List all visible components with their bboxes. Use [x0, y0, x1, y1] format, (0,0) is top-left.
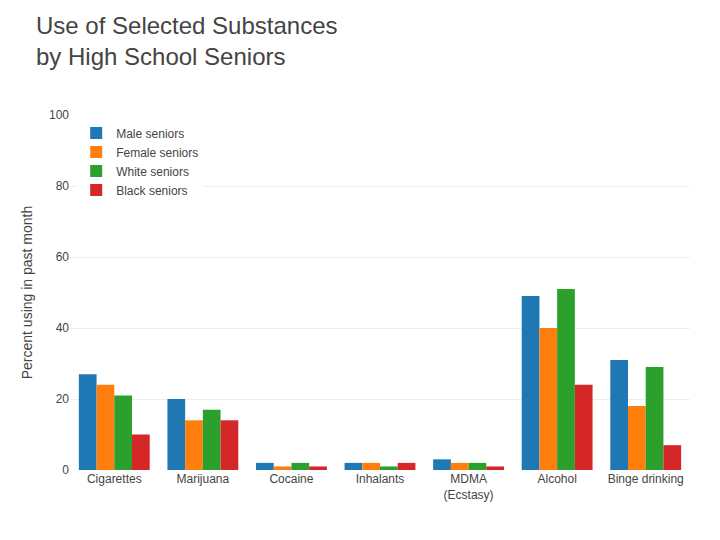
svg-text:Marijuana: Marijuana: [177, 472, 230, 486]
svg-text:Percent using in past month: Percent using in past month: [19, 206, 35, 380]
svg-text:Male seniors: Male seniors: [116, 127, 184, 141]
svg-text:White seniors: White seniors: [116, 165, 189, 179]
svg-text:Inhalants: Inhalants: [356, 472, 405, 486]
svg-text:Female seniors: Female seniors: [116, 146, 198, 160]
svg-text:100: 100: [49, 108, 69, 122]
svg-text:Black seniors: Black seniors: [116, 184, 187, 198]
svg-text:Use of Selected Substancesby H: Use of Selected Substancesby High School…: [36, 12, 338, 70]
svg-text:Alcohol: Alcohol: [537, 472, 576, 486]
svg-text:60: 60: [56, 250, 70, 264]
svg-text:40: 40: [56, 321, 70, 335]
svg-text:20: 20: [56, 392, 70, 406]
svg-text:80: 80: [56, 179, 70, 193]
svg-text:Binge drinking: Binge drinking: [608, 472, 684, 486]
svg-text:Cigarettes: Cigarettes: [87, 472, 142, 486]
svg-text:Cocaine: Cocaine: [269, 472, 313, 486]
svg-text:MDMA(Ecstasy): MDMA(Ecstasy): [444, 472, 494, 502]
svg-text:0: 0: [62, 463, 69, 477]
